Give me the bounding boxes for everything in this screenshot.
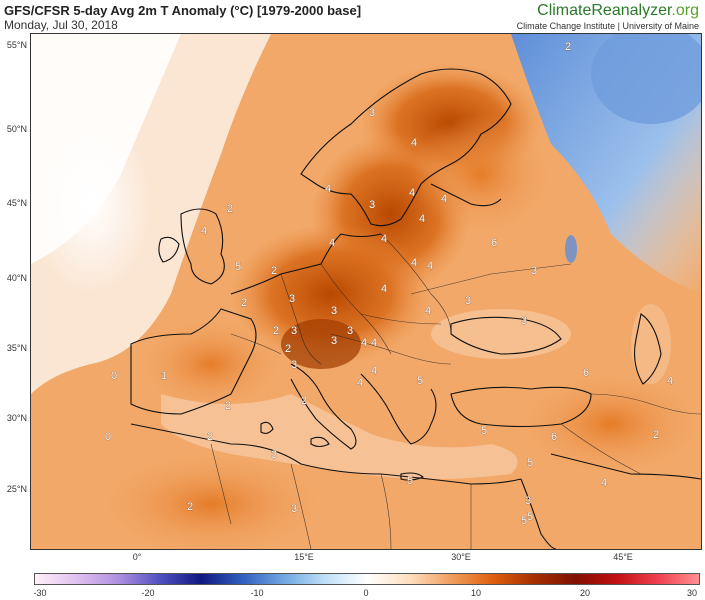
- contour-label: 3: [289, 293, 295, 305]
- contour-label: 3: [271, 449, 277, 461]
- lon-label: 0°: [132, 552, 142, 562]
- brand-subtitle: Climate Change Institute | University of…: [516, 21, 699, 31]
- contour-label: 4: [601, 477, 607, 489]
- chart-title: GFS/CFSR 5-day Avg 2m T Anomaly (°C) [19…: [4, 3, 362, 18]
- colorbar-tick: 0: [363, 588, 369, 598]
- contour-label: 4: [201, 225, 207, 237]
- contour-label: 3: [331, 305, 337, 317]
- contour-label: 4: [409, 187, 415, 199]
- contour-label: 3: [369, 107, 375, 119]
- contour-label: 4: [411, 257, 417, 269]
- lon-label: 30°E: [451, 552, 471, 562]
- caspian-sea-field: [631, 304, 671, 384]
- contour-label: 0: [105, 431, 111, 443]
- contour-label: 2: [227, 203, 233, 215]
- contour-label: 2: [241, 297, 247, 309]
- lat-label: 40°N: [6, 273, 27, 283]
- contour-label: 3: [525, 495, 531, 507]
- contour-label: 4: [427, 260, 433, 272]
- date-label: Monday, Jul 30, 2018: [4, 18, 118, 32]
- atlantic-white-patch: [31, 114, 151, 294]
- contour-label: 4: [329, 237, 335, 249]
- mediterranean-sea-field: [161, 394, 518, 479]
- contour-label: 2: [565, 41, 571, 53]
- contour-label: 6: [491, 237, 497, 249]
- contour-label: 3: [291, 325, 297, 337]
- lat-label: 45°N: [6, 198, 27, 208]
- contour-label: 4: [425, 305, 431, 317]
- contour-label: 3: [531, 265, 537, 277]
- coastlines: [130, 68, 701, 549]
- contour-label: 2: [285, 343, 291, 355]
- colorbar-tick: 30: [686, 588, 698, 598]
- lat-label: 35°N: [6, 343, 27, 353]
- contour-label: 2: [187, 501, 193, 513]
- contour-label: 3: [347, 325, 353, 337]
- contour-label: 6: [551, 431, 557, 443]
- lat-label: 55°N: [6, 40, 27, 50]
- contour-label: 4: [371, 337, 377, 349]
- lat-label: 25°N: [6, 484, 27, 494]
- contour-label: 5: [527, 457, 533, 469]
- sahara-warm-region: [101, 454, 321, 549]
- contour-label: 4: [419, 213, 425, 225]
- colorbar-tick: -30: [33, 588, 47, 598]
- contour-label: 4: [361, 337, 367, 349]
- brand-logo[interactable]: ClimateReanalyzer.org: [537, 2, 699, 20]
- cold-spot: [565, 235, 577, 263]
- contour-label: 4: [441, 193, 447, 205]
- colorbar-tick: 10: [470, 588, 482, 598]
- contour-label: 2: [225, 400, 231, 412]
- lon-label: 45°E: [613, 552, 633, 562]
- colorbar-tick: -20: [141, 588, 155, 598]
- contour-label: 2: [653, 429, 659, 441]
- contour-label: 4: [411, 137, 417, 149]
- contour-label: 5: [521, 515, 527, 527]
- contour-label: 4: [371, 365, 377, 377]
- contour-label: 5: [527, 511, 533, 523]
- contour-label: 4: [357, 377, 363, 389]
- contour-label: 0: [111, 370, 117, 382]
- contour-label: 2: [273, 325, 279, 337]
- contour-label: 5: [481, 425, 487, 437]
- colorbar-tick: -10: [250, 588, 264, 598]
- contour-label: 3: [465, 295, 471, 307]
- colorbar-tick: 20: [579, 588, 591, 598]
- contour-label: 6: [583, 367, 589, 379]
- russia-cold-core: [591, 34, 701, 124]
- central-europe-hot-region: [231, 224, 431, 364]
- contour-label: 3: [369, 199, 375, 211]
- brand-domain: .org: [671, 2, 699, 19]
- lat-label: 30°N: [6, 413, 27, 423]
- contour-label: 5: [417, 375, 423, 387]
- iberia-warm-region: [141, 319, 281, 409]
- contour-label: 3: [331, 335, 337, 347]
- brand-name: ClimateReanalyzer: [537, 2, 672, 19]
- contour-label: 4: [667, 375, 673, 387]
- contour-label: 1: [161, 370, 167, 382]
- alps-hot-core: [281, 319, 361, 369]
- contour-label: 2: [207, 431, 213, 443]
- contour-label: 4: [381, 283, 387, 295]
- middle-east-warm-region: [521, 374, 701, 474]
- contour-label: 5: [407, 475, 413, 487]
- contour-label: 2: [271, 265, 277, 277]
- lat-label: 50°N: [6, 124, 27, 134]
- russia-warm-region: [411, 114, 551, 234]
- colorbar: [34, 573, 700, 585]
- contour-label: 5: [235, 261, 241, 273]
- black-sea-field: [431, 309, 571, 359]
- lon-label: 15°E: [294, 552, 314, 562]
- contour-label: 3: [291, 503, 297, 515]
- contour-label: 3: [521, 315, 527, 327]
- contour-label: 3: [291, 359, 297, 371]
- contour-label: 4: [325, 183, 331, 195]
- country-borders: [210, 233, 701, 549]
- contour-label: 2: [301, 395, 307, 407]
- contour-label: 4: [381, 233, 387, 245]
